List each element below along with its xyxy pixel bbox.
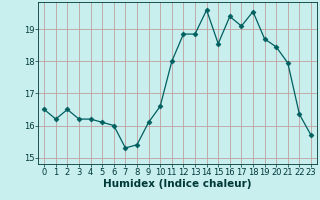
X-axis label: Humidex (Indice chaleur): Humidex (Indice chaleur)	[103, 179, 252, 189]
